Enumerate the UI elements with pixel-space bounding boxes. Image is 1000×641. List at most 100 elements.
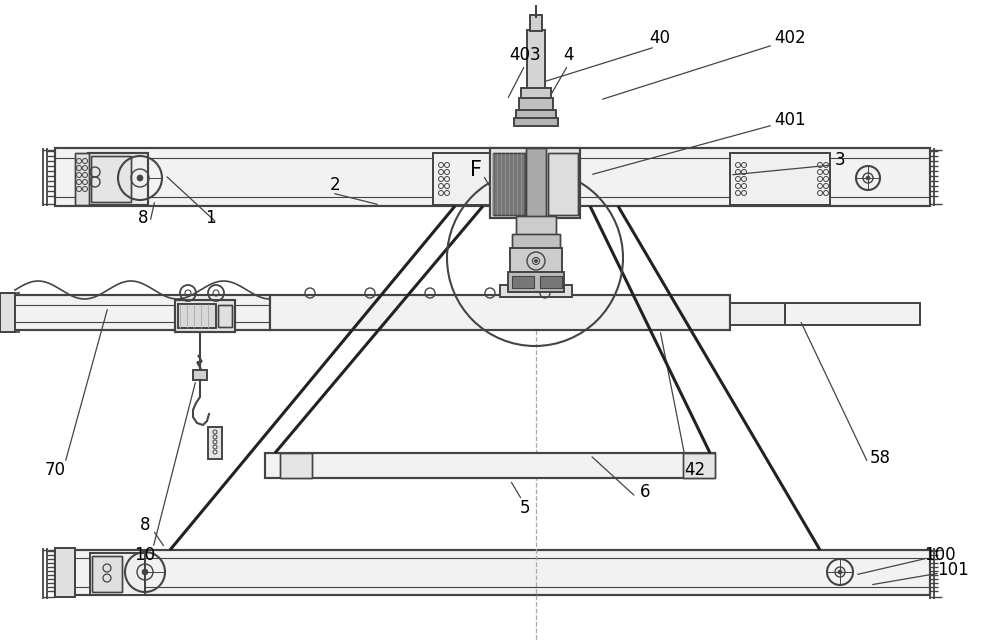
Bar: [516, 110, 556, 120]
Text: 70: 70: [45, 461, 66, 479]
Bar: [75, 153, 89, 205]
Bar: [519, 98, 553, 112]
Bar: [433, 153, 508, 205]
Bar: [730, 303, 785, 325]
Bar: [526, 148, 546, 263]
Bar: [510, 248, 562, 273]
Circle shape: [838, 570, 842, 574]
Bar: [280, 453, 312, 478]
Bar: [55, 148, 930, 206]
Bar: [514, 118, 558, 126]
Bar: [508, 272, 564, 292]
Bar: [785, 303, 920, 325]
Text: 8: 8: [138, 209, 148, 227]
Bar: [683, 453, 715, 478]
Text: 6: 6: [640, 483, 650, 501]
Circle shape: [142, 569, 148, 575]
Bar: [90, 553, 145, 595]
Text: 8: 8: [140, 516, 150, 534]
Text: F: F: [470, 160, 482, 180]
Bar: [514, 118, 558, 126]
Bar: [512, 234, 560, 250]
Bar: [785, 303, 920, 325]
Bar: [0, 293, 15, 332]
Bar: [516, 216, 556, 236]
Text: 10: 10: [134, 546, 156, 564]
Text: 1: 1: [205, 209, 215, 227]
Bar: [208, 427, 222, 459]
Bar: [730, 153, 830, 205]
Bar: [55, 148, 930, 206]
Bar: [521, 88, 551, 100]
Bar: [270, 295, 730, 330]
Text: 2: 2: [330, 176, 340, 194]
Bar: [516, 110, 556, 120]
Bar: [493, 153, 525, 215]
Text: 403: 403: [509, 46, 541, 64]
Bar: [548, 153, 578, 215]
Bar: [88, 153, 148, 205]
Text: 40: 40: [650, 29, 670, 47]
Bar: [55, 550, 930, 595]
Text: 101: 101: [937, 561, 969, 579]
Bar: [527, 30, 545, 90]
Text: 401: 401: [774, 111, 806, 129]
Bar: [493, 153, 525, 215]
Text: 5: 5: [520, 499, 530, 517]
Bar: [530, 15, 542, 31]
Bar: [540, 276, 562, 288]
Bar: [512, 276, 534, 288]
Bar: [193, 370, 207, 380]
Bar: [88, 153, 148, 205]
Text: 42: 42: [684, 461, 706, 479]
Bar: [175, 300, 235, 332]
Bar: [280, 453, 312, 478]
Bar: [490, 148, 580, 218]
Bar: [178, 304, 216, 328]
Bar: [730, 303, 785, 325]
Bar: [516, 216, 556, 236]
Bar: [75, 153, 89, 205]
Bar: [218, 305, 232, 327]
Bar: [0, 293, 15, 332]
Bar: [530, 15, 542, 31]
Bar: [433, 153, 508, 205]
Bar: [526, 148, 546, 263]
Bar: [521, 88, 551, 100]
Bar: [500, 285, 572, 297]
Bar: [55, 548, 75, 597]
Bar: [508, 272, 564, 292]
Bar: [90, 553, 145, 595]
Bar: [92, 556, 122, 592]
Bar: [683, 453, 715, 478]
Bar: [193, 370, 207, 380]
Bar: [91, 156, 131, 202]
Bar: [519, 98, 553, 112]
Bar: [208, 427, 222, 459]
Bar: [512, 234, 560, 250]
Circle shape: [137, 175, 143, 181]
Bar: [270, 295, 730, 330]
Text: 58: 58: [869, 449, 890, 467]
Bar: [218, 305, 232, 327]
Bar: [55, 550, 930, 595]
Bar: [0, 295, 270, 330]
Bar: [265, 453, 715, 478]
Bar: [55, 548, 75, 597]
Bar: [178, 304, 216, 328]
Bar: [92, 556, 122, 592]
Circle shape: [866, 176, 870, 180]
Text: 4: 4: [563, 46, 573, 64]
Bar: [490, 148, 580, 218]
Bar: [175, 300, 235, 332]
Bar: [548, 153, 578, 215]
Bar: [265, 453, 715, 478]
Text: 100: 100: [924, 546, 956, 564]
Circle shape: [534, 260, 538, 263]
Bar: [527, 30, 545, 90]
Bar: [500, 285, 572, 297]
Bar: [91, 156, 131, 202]
Bar: [510, 248, 562, 273]
Text: 402: 402: [774, 29, 806, 47]
Bar: [730, 153, 830, 205]
